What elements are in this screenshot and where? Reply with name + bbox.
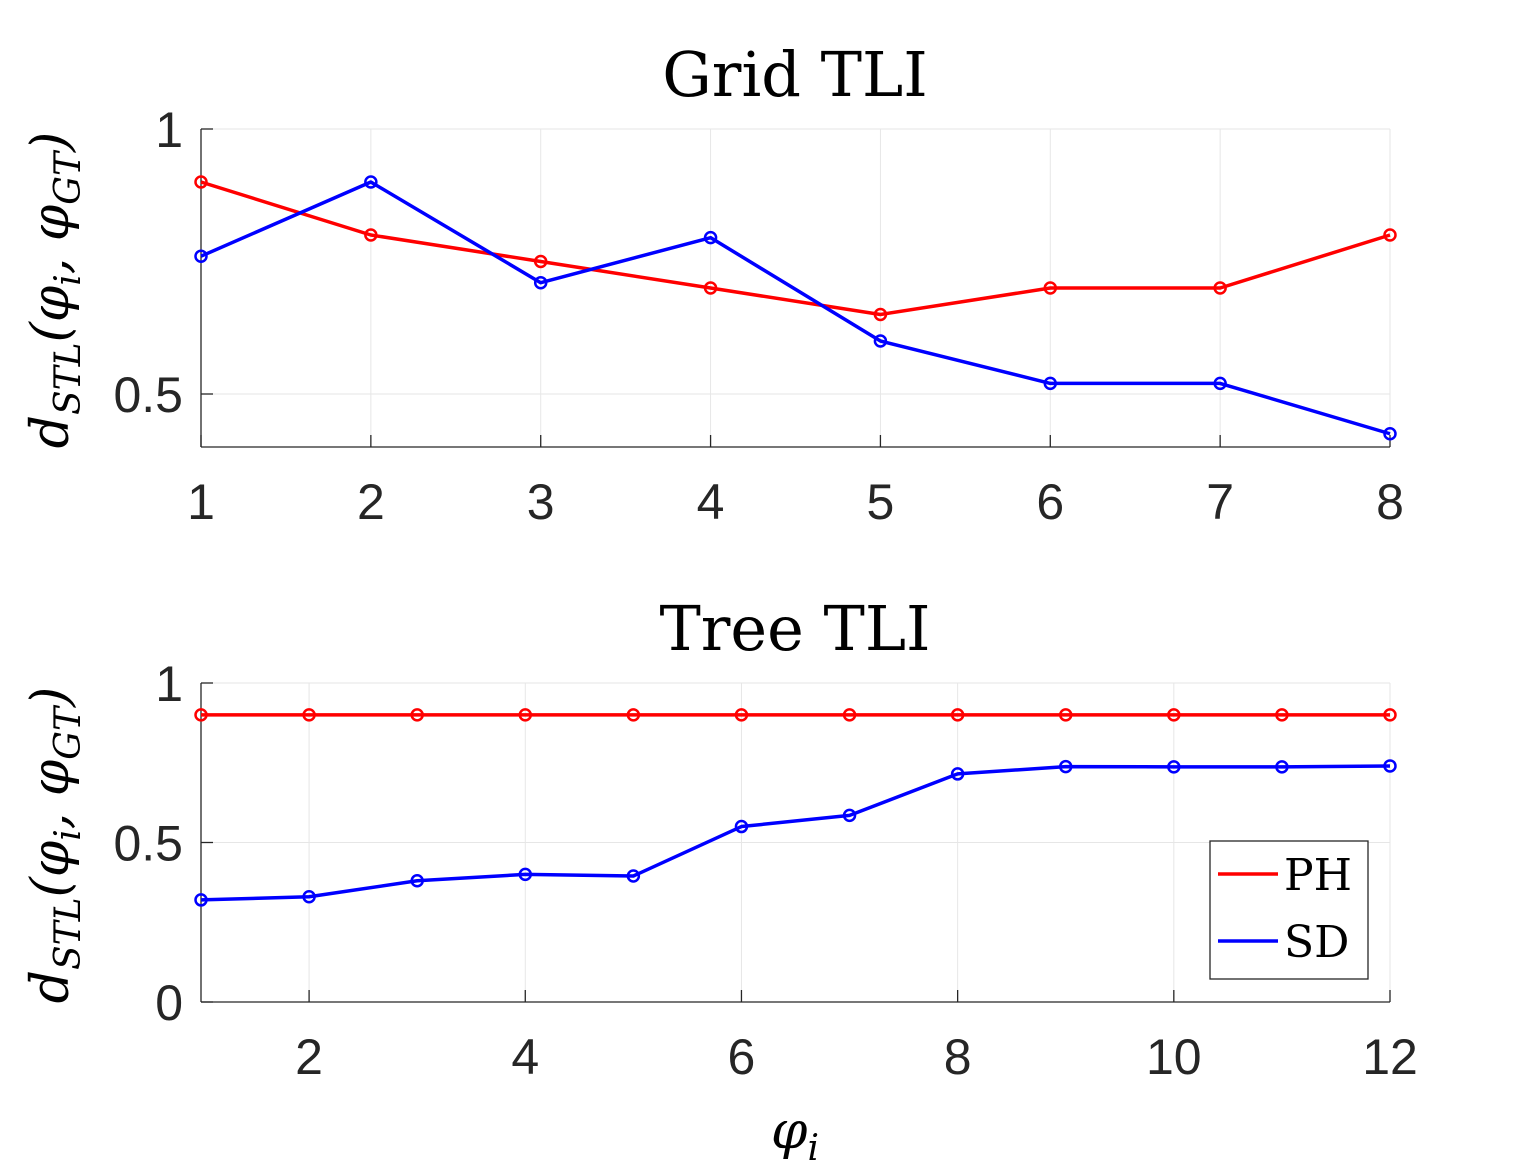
- data-point-sd: [1058, 759, 1073, 774]
- y-label-close: ): [21, 687, 81, 708]
- x-tick-label: 10: [1146, 1029, 1202, 1085]
- data-point-sd: [950, 767, 965, 781]
- series-line-sd: [200, 764, 1391, 902]
- x-tick-label: 12: [1362, 1029, 1418, 1085]
- data-point-ph: [1058, 708, 1073, 722]
- x-label-sub-i: i: [807, 1128, 819, 1169]
- data-point-sd: [703, 230, 718, 245]
- data-point-ph: [1043, 281, 1058, 295]
- x-tick-label: 1: [187, 474, 215, 530]
- y-label-mid: , φ: [21, 759, 81, 829]
- tree-tli-title: Tree TLI: [659, 592, 930, 665]
- y-tick-label: 0: [155, 975, 183, 1031]
- x-tick-label: 7: [1206, 474, 1234, 530]
- data-point-ph: [734, 708, 749, 722]
- y-tick-label: 0.5: [113, 816, 183, 872]
- y-label-close: ): [21, 132, 81, 153]
- svg-text:dSTL(φi, φGT): dSTL(φi, φGT): [21, 132, 89, 449]
- series-sd: [194, 759, 1397, 907]
- data-point-sd: [302, 889, 316, 904]
- data-point-sd: [364, 175, 378, 189]
- data-point-ph: [1383, 228, 1397, 242]
- legend-label-ph: PH: [1284, 850, 1352, 901]
- data-point-sd: [1043, 376, 1058, 391]
- x-tick-label: 8: [944, 1029, 972, 1085]
- data-point-sd: [518, 867, 533, 882]
- y-label-d: d: [21, 970, 81, 1003]
- x-tick-label: 8: [1376, 474, 1404, 530]
- x-tick-label: 5: [867, 474, 895, 530]
- y-label-sub-gt: GT: [48, 704, 89, 760]
- data-point-ph: [1275, 708, 1289, 722]
- data-point-ph: [1167, 708, 1181, 722]
- data-point-ph: [518, 708, 533, 722]
- data-point-sd: [1167, 760, 1181, 774]
- y-label-sub-stl: STL: [48, 897, 89, 970]
- y-label-mid: , φ: [21, 204, 81, 274]
- grid-tli-y-axis-label: dSTL(φi, φGT): [21, 132, 89, 449]
- data-point-ph: [533, 254, 548, 269]
- y-tick-label: 1: [155, 656, 183, 712]
- legend: PH SD: [1209, 840, 1369, 980]
- series-ph: [194, 175, 1397, 322]
- grid-tli-panel: Grid TLI dSTL(φi, φGT) 1 2 3 4 5 6 7 80.51: [21, 38, 1404, 530]
- data-point-sd: [194, 249, 208, 263]
- y-label-sub-gt: GT: [48, 149, 89, 205]
- series-line-ph: [200, 180, 1391, 317]
- x-tick-label: 2: [357, 474, 385, 530]
- data-point-sd: [1383, 427, 1397, 441]
- y-label-args: (φ: [21, 285, 81, 342]
- data-point-ph: [626, 708, 641, 722]
- x-label-phi: φ: [771, 1101, 808, 1161]
- data-point-sd: [873, 334, 888, 348]
- data-point-sd: [194, 893, 208, 907]
- legend-box: [1209, 840, 1369, 980]
- data-point-ph: [1383, 708, 1397, 722]
- data-point-sd: [734, 819, 749, 834]
- y-tick-label: 1: [155, 102, 183, 158]
- tree-tli-panel: Tree TLI dSTL(φi, φGT) φi 2 4 6 8 10 1200.51P…: [21, 592, 1418, 1169]
- data-point-ph: [1213, 281, 1227, 295]
- y-label-sub-stl: STL: [48, 342, 89, 415]
- data-point-ph: [842, 708, 857, 722]
- data-point-sd: [842, 808, 857, 823]
- data-point-ph: [873, 307, 888, 322]
- data-point-ph: [364, 228, 378, 242]
- x-tick-label: 6: [728, 1029, 756, 1085]
- tree-tli-x-axis-label: φi: [771, 1101, 819, 1169]
- data-point-sd: [1383, 759, 1397, 773]
- tree-tli-y-axis-label: dSTL(φi, φGT): [21, 687, 89, 1004]
- x-tick-label: 4: [697, 474, 725, 530]
- x-tick-label: 2: [295, 1029, 323, 1085]
- y-tick-label: 0.5: [113, 367, 183, 423]
- y-label-args: (φ: [21, 840, 81, 897]
- data-point-sd: [410, 874, 424, 888]
- data-point-sd: [1275, 760, 1289, 774]
- data-point-ph: [410, 708, 424, 722]
- y-label-d: d: [21, 415, 81, 448]
- data-point-ph: [703, 281, 718, 295]
- data-point-ph: [194, 175, 208, 189]
- legend-label-sd: SD: [1284, 917, 1349, 968]
- series-ph: [194, 708, 1397, 722]
- grid-tli-title: Grid TLI: [662, 38, 927, 111]
- svg-text:dSTL(φi, φGT): dSTL(φi, φGT): [21, 687, 89, 1004]
- data-point-sd: [626, 869, 641, 883]
- x-tick-label: 3: [527, 474, 555, 530]
- data-point-ph: [302, 708, 316, 722]
- data-point-sd: [533, 275, 548, 290]
- data-point-ph: [950, 708, 965, 722]
- data-point-ph: [194, 708, 208, 722]
- x-tick-label: 6: [1036, 474, 1064, 530]
- data-point-sd: [1213, 376, 1227, 391]
- y-label-sub-i: i: [48, 829, 89, 841]
- series-sd: [194, 175, 1397, 441]
- y-label-sub-i: i: [48, 274, 89, 286]
- series-line-sd: [200, 180, 1391, 436]
- x-tick-label: 4: [511, 1029, 539, 1085]
